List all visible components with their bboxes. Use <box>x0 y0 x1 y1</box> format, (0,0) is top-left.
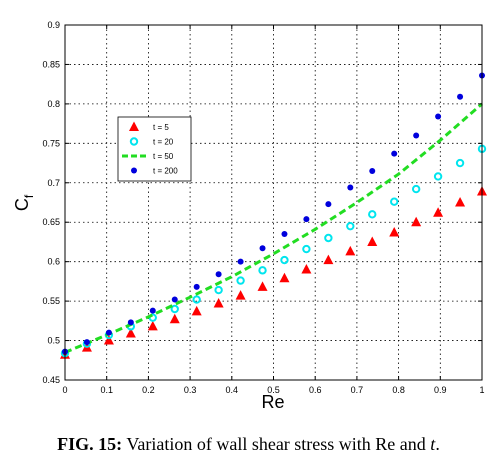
data-point-t-5 <box>103 335 114 345</box>
data-point-t-5 <box>323 254 334 265</box>
grid-lines <box>65 25 482 380</box>
data-point-t-5 <box>389 226 400 237</box>
x-tick-label: 0.7 <box>351 385 364 395</box>
x-tick-label: 0.1 <box>100 385 113 395</box>
x-tick-label: 0.5 <box>267 385 280 395</box>
data-point-t-20 <box>411 184 421 194</box>
data-point-t-200 <box>347 184 354 191</box>
y-tick-label: 0.85 <box>42 59 60 69</box>
x-tick-label: 0.2 <box>142 385 155 395</box>
x-tick-label: 1 <box>479 385 484 395</box>
data-point-t-200 <box>127 319 134 326</box>
data-point-t-200 <box>259 245 266 252</box>
data-point-t-20 <box>302 244 311 254</box>
data-point-t-200 <box>215 271 222 278</box>
y-tick-label: 0.45 <box>42 375 60 385</box>
legend: t = 5 t = 20 t = 50 t = 200 <box>117 116 192 182</box>
data-point-t-200 <box>281 231 288 238</box>
data-point-t-5 <box>279 272 290 283</box>
y-axis-label-subscript: f <box>22 194 36 198</box>
data-point-t-200 <box>369 167 376 174</box>
y-tick-label: 0.8 <box>47 99 60 109</box>
data-point-t-5 <box>125 327 136 338</box>
data-point-t-200 <box>193 283 200 290</box>
x-tick-label: 0.9 <box>434 385 447 395</box>
data-point-t-5 <box>257 281 268 291</box>
data-series <box>60 72 487 359</box>
data-point-t-5 <box>301 264 312 274</box>
y-axis-label-main: C <box>12 198 32 211</box>
caption-italic-t: t <box>430 434 436 454</box>
y-tick-label: 0.6 <box>47 257 60 267</box>
y-tick-label: 0.5 <box>47 336 60 346</box>
data-point-t-200 <box>237 258 244 265</box>
y-tick-label: 0.65 <box>42 217 60 227</box>
legend-label-t-200: t = 200 <box>153 167 178 176</box>
data-point-t-20 <box>214 285 223 295</box>
data-point-t-200 <box>391 150 398 157</box>
data-point-t-20 <box>455 158 465 168</box>
y-axis-label: Cf <box>12 194 36 211</box>
data-point-t-200 <box>435 113 442 120</box>
data-point-t-200 <box>413 132 420 139</box>
caption-text: Variation of wall shear stress with Re a… <box>126 434 431 454</box>
data-point-t-5 <box>213 297 224 308</box>
data-point-t-200 <box>171 296 178 303</box>
axis-ticks: 0 0.1 0.2 0.3 0.4 0.5 0.6 0.7 0.8 0.9 1 0.45 0.5 0.55… <box>42 20 484 395</box>
data-point-t-20 <box>346 221 355 231</box>
caption-end: . <box>435 434 440 454</box>
data-point-t-5 <box>411 216 422 227</box>
data-point-t-5 <box>345 245 356 256</box>
data-point-t-20 <box>170 304 179 314</box>
data-point-t-20 <box>236 276 245 285</box>
y-tick-label: 0.75 <box>42 138 60 148</box>
data-point-t-20 <box>192 295 201 304</box>
legend-box <box>117 116 192 182</box>
legend-label-t-5: t = 5 <box>153 123 169 132</box>
legend-label-t-20: t = 20 <box>153 138 174 147</box>
data-point-t-200 <box>325 201 332 208</box>
data-point-t-20 <box>368 210 377 219</box>
figure-caption: FIG. 15: Variation of wall shear stress … <box>0 434 497 455</box>
x-tick-label: 0.8 <box>392 385 405 395</box>
legend-swatch-t-5 <box>129 121 139 131</box>
data-point-t-200 <box>105 329 112 336</box>
data-point-t-20 <box>324 233 333 243</box>
legend-label-t-50: t = 50 <box>153 152 174 161</box>
data-point-t-5 <box>147 320 158 331</box>
series-line-t-50 <box>64 102 483 354</box>
y-tick-label: 0.55 <box>42 296 60 306</box>
data-point-t-20 <box>390 197 399 206</box>
x-tick-label: 0.3 <box>184 385 197 395</box>
legend-swatch-t-200 <box>131 167 137 174</box>
x-tick-label: 0 <box>62 385 67 395</box>
x-tick-label: 0.4 <box>226 385 239 395</box>
data-point-t-200 <box>83 339 90 346</box>
data-point-t-5 <box>169 313 180 324</box>
data-point-t-20 <box>258 266 267 275</box>
x-tick-label: 0.6 <box>309 385 322 395</box>
data-point-t-5 <box>235 290 246 300</box>
data-point-t-200 <box>303 216 310 223</box>
caption-label: FIG. 15: <box>57 434 123 454</box>
data-point-t-5 <box>455 197 466 207</box>
data-point-t-5 <box>433 207 444 217</box>
data-point-t-5 <box>191 305 202 316</box>
legend-swatch-t-20 <box>129 137 139 146</box>
data-point-t-5 <box>367 236 378 246</box>
data-point-t-200 <box>149 307 156 314</box>
data-point-t-200 <box>457 93 464 100</box>
x-axis-label: Re <box>261 392 284 412</box>
y-tick-label: 0.9 <box>47 20 60 30</box>
data-point-t-20 <box>280 255 289 265</box>
data-point-t-20 <box>433 172 443 181</box>
y-tick-label: 0.7 <box>47 178 60 188</box>
